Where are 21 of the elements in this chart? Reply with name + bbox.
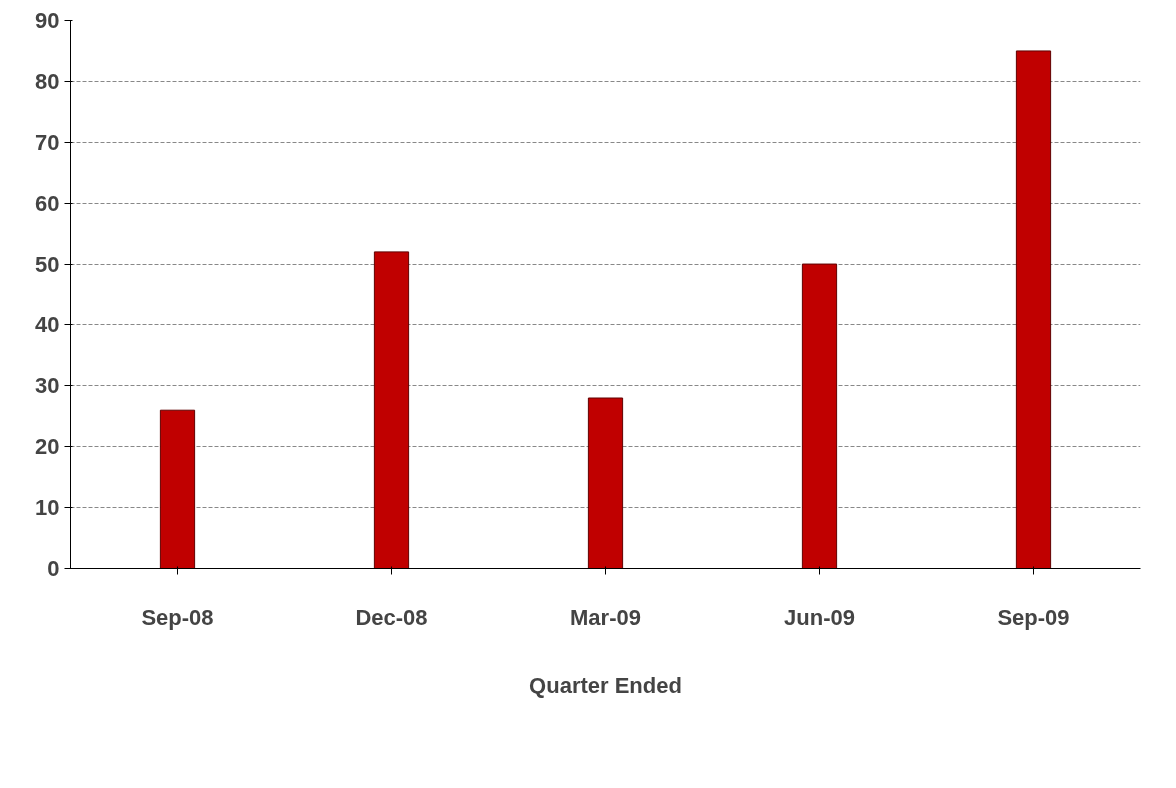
x-tick-label: Sep-08	[141, 604, 214, 630]
x-tick-label: Jun-09	[784, 604, 855, 630]
y-tick-label: 30	[35, 373, 60, 399]
bar	[159, 409, 196, 569]
bar	[373, 251, 410, 569]
y-tick-label: 10	[35, 495, 60, 521]
y-tick-label: 50	[35, 251, 60, 277]
y-tick-label: 60	[35, 190, 60, 216]
x-tick-label: Dec-08	[355, 604, 428, 630]
y-tick-label: 90	[35, 8, 60, 33]
y-tick-label: 40	[35, 312, 60, 338]
bar	[1015, 50, 1052, 569]
x-tick-label: Mar-09	[570, 604, 641, 630]
y-tick-label: 0	[47, 556, 60, 581]
y-tick-label: 80	[35, 68, 60, 94]
x-axis-title: Quarter Ended	[529, 672, 682, 698]
bar	[801, 263, 838, 569]
bar	[587, 397, 624, 569]
y-tick-label: 70	[35, 129, 60, 155]
y-tick-label: 20	[35, 434, 60, 460]
x-tick-label: Sep-09	[997, 604, 1070, 630]
